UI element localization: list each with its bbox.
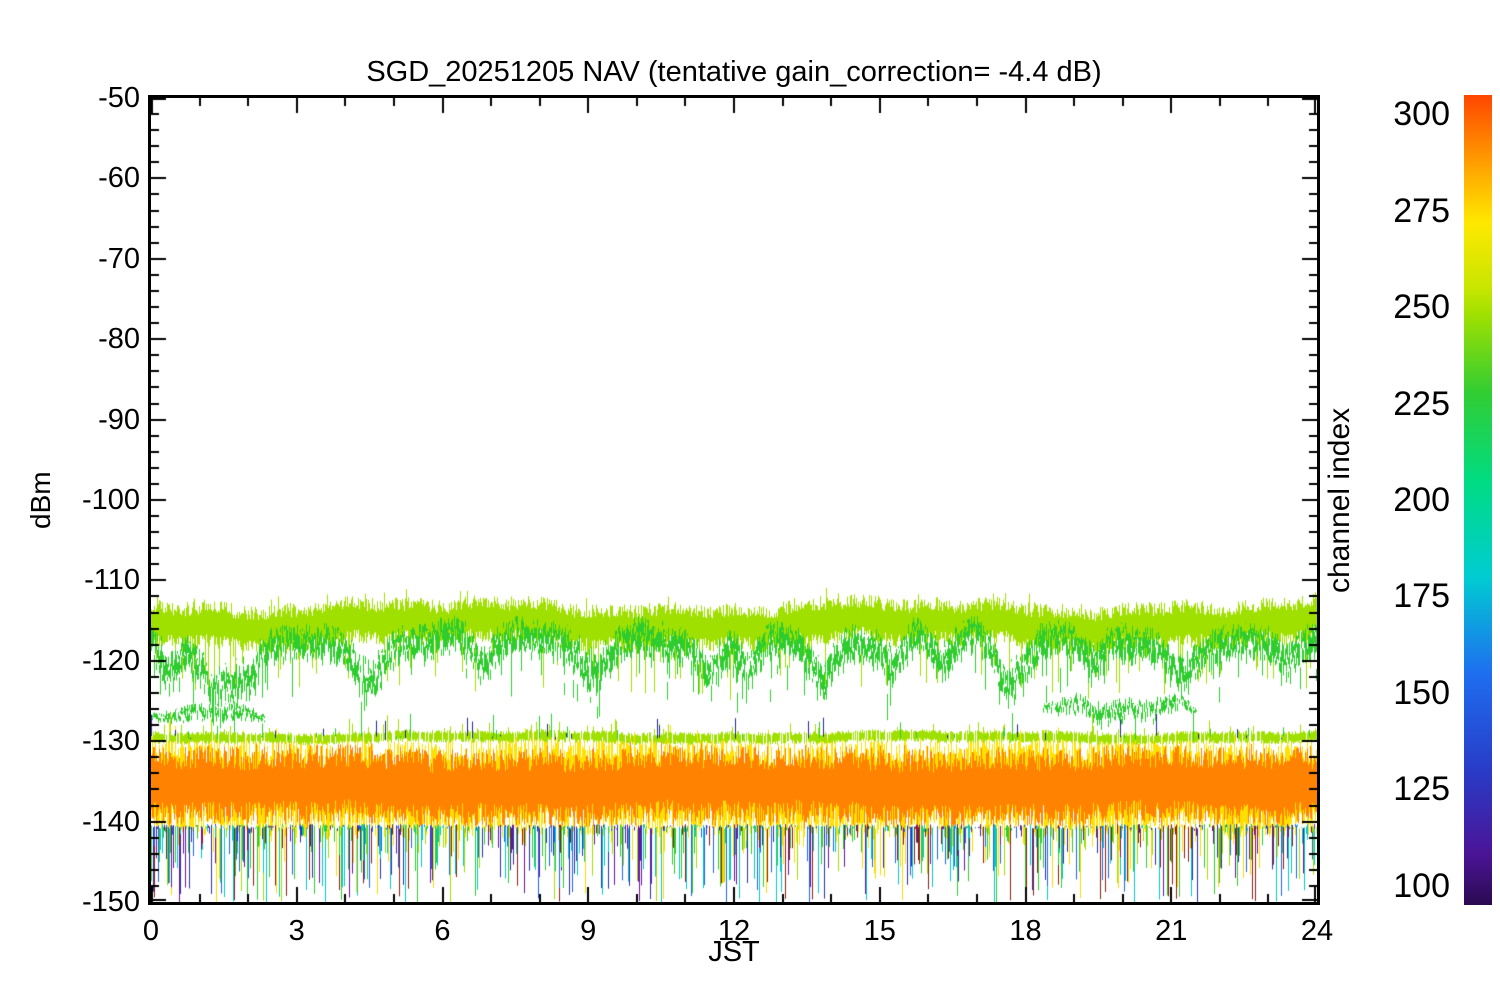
y-tick-label: -90: [98, 403, 140, 436]
x-tick-label: 3: [288, 915, 305, 947]
x-tick-label: 15: [863, 915, 896, 947]
x-tick-label: 12: [717, 915, 751, 947]
plot-area: [151, 98, 1317, 902]
y-tick-label: -50: [98, 82, 140, 114]
colorbar-label: channel index: [1323, 407, 1356, 593]
chart-title: SGD_20251205 NAV (tentative gain_correct…: [366, 56, 1102, 88]
y-tick-label: -100: [81, 484, 140, 516]
colorbar-tick-label: 175: [1393, 577, 1450, 616]
x-tick-label: 18: [1009, 915, 1042, 947]
y-tick-label: -70: [98, 242, 140, 275]
y-tick-label: -150: [81, 886, 140, 918]
x-tick-label: 0: [142, 915, 160, 947]
colorbar-tick-label: 150: [1393, 673, 1450, 712]
colorbar-tick-label: 225: [1393, 384, 1450, 423]
colorbar-tick-label: 125: [1393, 770, 1450, 809]
x-tick-label: 6: [434, 915, 451, 947]
y-tick-label: -80: [98, 323, 140, 356]
colorbar-tick-label: 300: [1393, 95, 1450, 134]
colorbar-tick-label: 200: [1393, 481, 1450, 519]
y-tick-label: -130: [81, 725, 140, 758]
x-tick-label: 9: [580, 915, 597, 947]
x-tick-label: 24: [1300, 915, 1334, 947]
x-axis-label: JST: [708, 936, 760, 968]
y-tick-label: -60: [98, 162, 140, 195]
colorbar-tick-label: 250: [1393, 288, 1450, 327]
x-tick-label: 21: [1155, 915, 1188, 947]
colorbar-tick-label: 100: [1393, 866, 1450, 905]
colorbar-tick-label: 275: [1393, 191, 1450, 230]
colorbar-gradient: [1464, 95, 1492, 905]
y-tick-label: -120: [81, 644, 140, 677]
y-tick-label: -110: [84, 564, 140, 597]
y-tick-label: -140: [81, 805, 140, 838]
